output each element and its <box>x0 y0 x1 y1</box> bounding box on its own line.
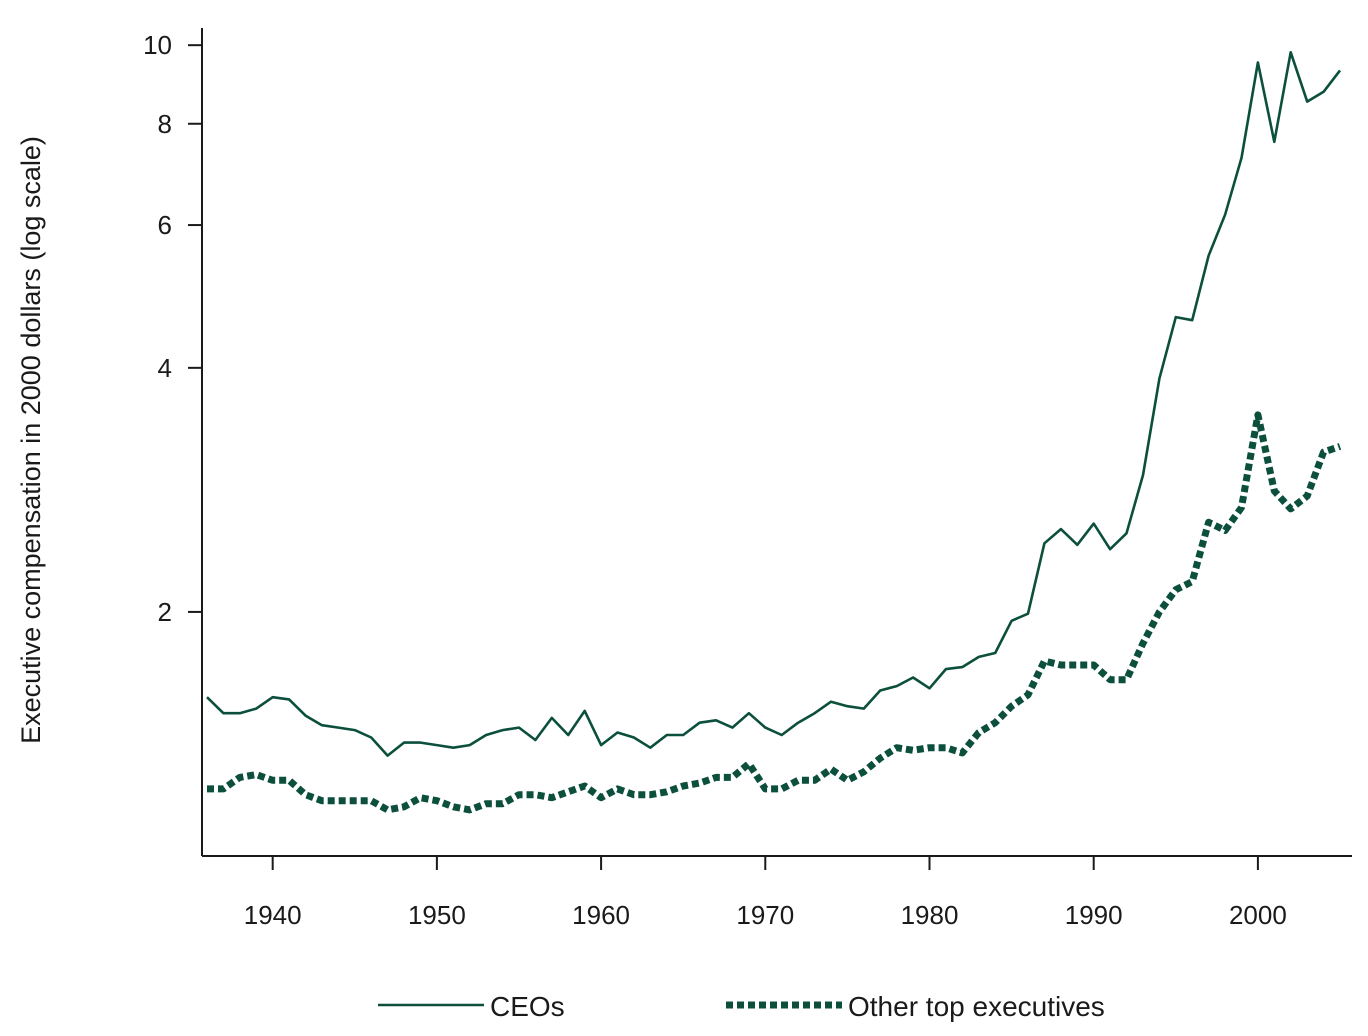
y-axis-title-group: Executive compensation in 2000 dollars (… <box>16 136 46 744</box>
y-tick-label: 8 <box>158 109 172 139</box>
legend: CEOs Other top executives <box>378 991 1105 1022</box>
series-layer <box>206 50 1342 814</box>
legend-entry-other-top-executives: Other top executives <box>726 991 1105 1022</box>
series-line-other-top-executives <box>207 411 1342 814</box>
y-tick-label: 4 <box>158 353 172 383</box>
y-axis-title: Executive compensation in 2000 dollars (… <box>16 136 46 744</box>
x-tick-label: 1950 <box>408 900 466 930</box>
series-line-ceos <box>206 50 1342 757</box>
legend-entry-ceos: CEOs <box>378 991 565 1022</box>
legend-label: CEOs <box>490 991 565 1022</box>
x-tick-label: 1960 <box>572 900 630 930</box>
x-tick-label: 2000 <box>1229 900 1287 930</box>
y-axis-ticks: 2 4 6 8 10 <box>143 30 202 627</box>
axes <box>201 28 1352 857</box>
y-tick-label: 6 <box>158 210 172 240</box>
y-tick-label: 10 <box>143 30 172 60</box>
x-tick-label: 1980 <box>901 900 959 930</box>
x-tick-label: 1940 <box>244 900 302 930</box>
x-axis-ticks: 1940 1950 1960 1970 1980 1990 2000 <box>244 856 1287 930</box>
x-tick-label: 1990 <box>1065 900 1123 930</box>
x-tick-label: 1970 <box>736 900 794 930</box>
legend-label: Other top executives <box>848 991 1105 1022</box>
y-tick-label: 2 <box>158 597 172 627</box>
